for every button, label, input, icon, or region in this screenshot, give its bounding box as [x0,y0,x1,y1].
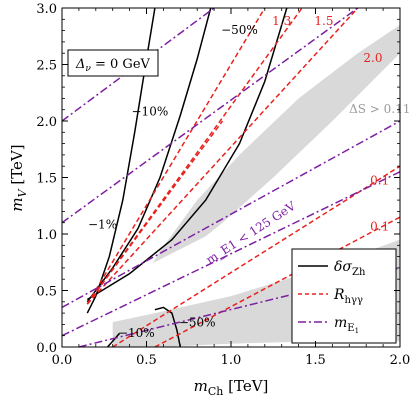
annotation-6: ΔS > 0.11 [349,102,410,116]
axis-tick-labels: 0.0 0.5 1.0 1.5 2.0 0.0 0.5 1.0 1.5 2.0 2.5 3.0 [36,2,410,368]
y-tick-label: 0.0 [36,341,57,356]
annotation-10: −50% [179,316,216,330]
annotation-1: −10% [132,104,169,118]
y-axis-label: mV [TeV] [8,144,29,211]
annotation-4: 1.5 [314,14,333,28]
x-tick-label: 0.5 [136,353,157,368]
y-tick-label: 1.0 [36,228,57,243]
x-axis-label: mCh [TeV] [194,377,269,398]
annotation-0: −50% [221,23,258,37]
annotation-9: −10% [118,326,155,340]
parameter-box: Δν = 0 GeV [67,49,159,77]
y-tick-label: 2.0 [36,115,57,130]
curve-dashed-1-5 [154,216,400,347]
parameter-box-text: Δν = 0 GeV [75,57,151,74]
annotation-3: 1.3 [272,14,291,28]
y-tick-label: 2.5 [36,59,57,74]
curve-dashed-1-4 [112,165,400,347]
curve-solid-0-2 [86,8,288,301]
y-tick-label: 3.0 [36,2,57,17]
curve-solid-0-3 [107,332,121,347]
curve-dashed-1-3 [86,120,224,305]
x-tick-label: 2.0 [390,353,411,368]
annotation-5: 2.0 [363,51,382,65]
x-tick-label: 1.0 [221,353,242,368]
curve-dashed-1-0 [86,8,266,305]
shaded-region-2 [87,137,400,327]
legend-box [291,248,397,344]
curve-dashdot-2-2 [62,120,400,309]
axis-ticks [61,7,401,348]
legend: δσZh Rhγγ mE1 [291,248,397,344]
x-tick-label: 1.5 [305,353,326,368]
annotation-7: 0.1 [370,173,389,187]
curve-dashdot-2-1 [62,8,359,224]
y-tick-label: 1.5 [36,172,57,187]
x-tick-label: 0.0 [52,353,73,368]
annotation-8: 0.1 [370,220,389,234]
y-tick-label: 0.5 [36,285,57,300]
annotation-2: −1% [88,217,117,231]
curve-dashed-1-2 [86,8,359,305]
curve-dashdot-2-3 [62,171,400,337]
curve-solid-0-4 [154,306,182,347]
contour-curves [62,8,400,347]
